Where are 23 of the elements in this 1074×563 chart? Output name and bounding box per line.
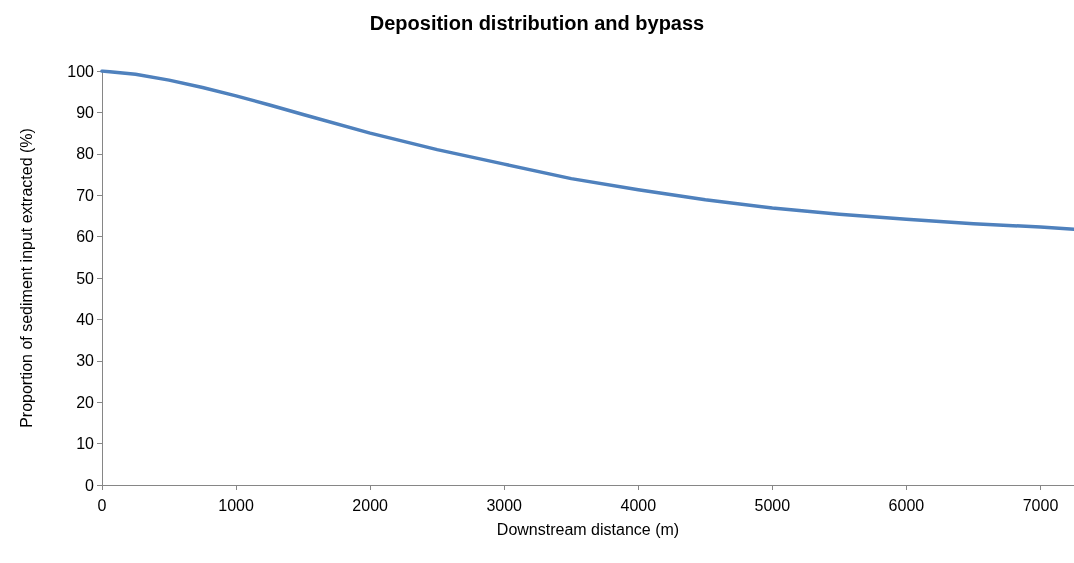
y-tick-label: 80: [76, 145, 95, 163]
x-tick-label: 0: [97, 496, 107, 514]
y-tick-label: 30: [76, 352, 95, 370]
y-tick-label: 40: [76, 310, 95, 328]
x-tick-label: 7000: [1022, 496, 1059, 514]
y-tick-label: 100: [67, 62, 95, 80]
x-axis-title: Downstream distance (m): [496, 520, 680, 538]
line-series: [100, 69, 1074, 231]
y-axis-title: Proportion of sediment input extracted (%): [17, 128, 35, 428]
y-tick-label: 50: [76, 269, 95, 287]
y-tick-label: 20: [76, 393, 95, 411]
y-tick-label: 10: [76, 435, 95, 453]
x-tick-label: 3000: [486, 496, 523, 514]
x-tick-label: 2000: [352, 496, 389, 514]
y-tick-label: 60: [76, 228, 95, 246]
y-tick-label: 90: [76, 103, 95, 121]
y-tick-label: 0: [85, 476, 95, 494]
x-tick-label: 6000: [888, 496, 925, 514]
x-tick-label: 1000: [218, 496, 254, 514]
y-tick-label: 70: [76, 186, 95, 204]
x-tick-label: 5000: [754, 496, 791, 514]
x-tick-label: 4000: [620, 496, 657, 514]
chart-title: Deposition distribution and bypass: [369, 12, 705, 34]
